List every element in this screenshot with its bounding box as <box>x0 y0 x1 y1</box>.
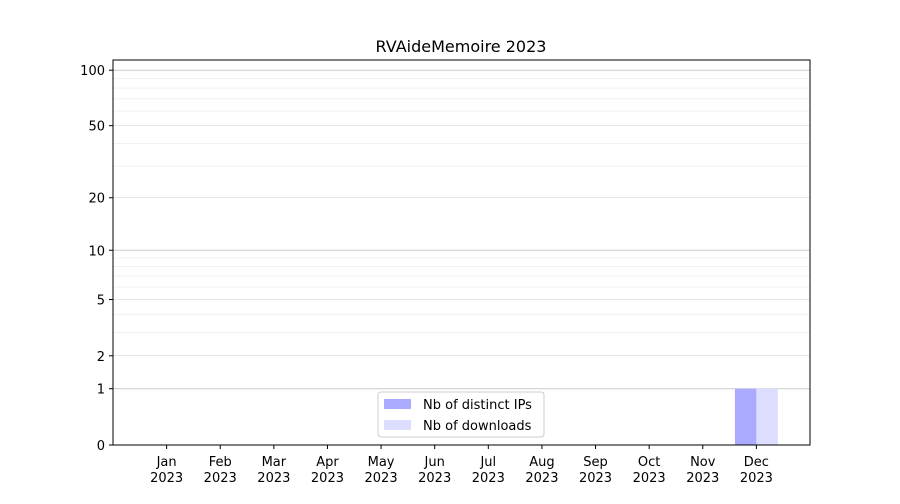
chart-title: RVAideMemoire 2023 <box>376 37 547 56</box>
x-tick-label: 2023 <box>740 471 773 486</box>
x-tick-label: 2023 <box>150 471 183 486</box>
y-tick-label: 2 <box>97 350 105 365</box>
bar-downloads <box>756 388 778 445</box>
y-tick-label: 10 <box>88 244 105 259</box>
x-tick-label: Feb <box>209 455 232 470</box>
x-tick-label: 2023 <box>686 471 719 486</box>
x-tick-label: 2023 <box>311 471 344 486</box>
x-tick-label: Sep <box>583 455 608 470</box>
x-tick-label: Jul <box>479 455 496 470</box>
x-tick-label: May <box>368 455 395 470</box>
y-axis: 0 1 2 5 10 20 50 100 <box>80 64 113 454</box>
bar-distinct-ips <box>734 388 757 445</box>
x-tick-label: Apr <box>316 455 339 470</box>
legend-box <box>377 391 545 438</box>
x-tick-label: Oct <box>638 455 660 470</box>
legend: Nb of distinct IPs Nb of downloads <box>377 391 545 438</box>
y-tick-label: 0 <box>97 439 105 454</box>
legend-label-downloads: Nb of downloads <box>423 419 532 434</box>
x-tick-label: 2023 <box>472 471 505 486</box>
y-tick-label: 1 <box>97 383 105 398</box>
grid <box>113 69 810 446</box>
x-tick-label: 2023 <box>418 471 451 486</box>
x-tick-label: 2023 <box>365 471 398 486</box>
y-tick-label: 20 <box>88 192 105 207</box>
y-tick-label: 5 <box>97 293 105 308</box>
x-tick-label: Jun <box>424 455 445 470</box>
bars <box>734 388 778 445</box>
x-tick-label: 2023 <box>579 471 612 486</box>
legend-swatch-distinct-ips <box>384 399 411 409</box>
legend-swatch-downloads <box>384 420 411 430</box>
y-tick-label: 100 <box>80 64 105 79</box>
x-tick-label: 2023 <box>257 471 290 486</box>
x-tick-label: Mar <box>262 455 287 470</box>
x-tick-label: Dec <box>744 455 769 470</box>
y-tick-label: 50 <box>88 120 105 135</box>
plot-frame <box>112 59 811 446</box>
x-tick-label: 2023 <box>633 471 666 486</box>
legend-label-distinct-ips: Nb of distinct IPs <box>423 398 532 413</box>
x-axis: Jan2023Feb2023Mar2023Apr2023May2023Jun20… <box>150 445 773 486</box>
x-tick-label: Nov <box>690 455 716 470</box>
x-tick-label: 2023 <box>204 471 237 486</box>
x-tick-label: Jan <box>156 455 177 470</box>
x-tick-label: Aug <box>529 455 554 470</box>
x-tick-label: 2023 <box>525 471 558 486</box>
